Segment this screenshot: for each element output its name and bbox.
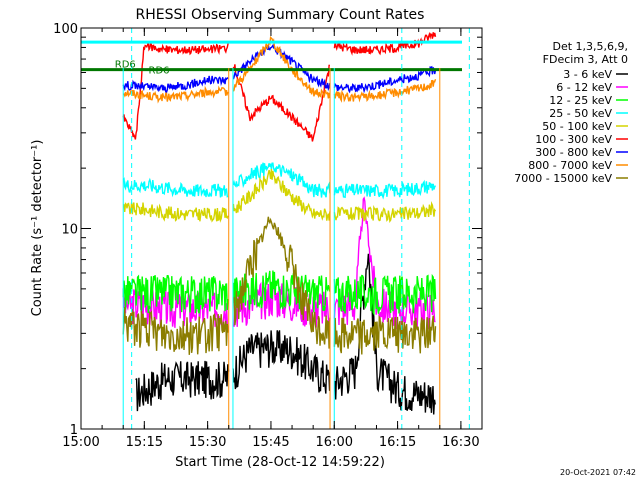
legend-label-8: 7000 - 15000 keV (514, 172, 612, 185)
legend-label-4: 50 - 100 keV (542, 120, 612, 133)
legend-label-0: 3 - 6 keV (563, 68, 612, 81)
chart-title: RHESSI Observing Summary Count Rates (136, 7, 425, 23)
x-tick-label-1: 15:15 (126, 435, 163, 450)
y-tick-label-0: 1 (70, 423, 78, 438)
series-line-8 (122, 216, 437, 355)
legend-label-2: 12 - 25 keV (549, 94, 612, 107)
x-tick-label-0: 15:00 (62, 435, 99, 450)
y-tick-label-2: 100 (53, 22, 78, 37)
legend-header-1: FDecim 3, Att 0 (543, 53, 628, 66)
x-tick-label-3: 15:45 (252, 435, 289, 450)
y-axis-label: Count Rate (s⁻¹ detector⁻¹) (30, 140, 45, 317)
series-line-4 (123, 169, 437, 223)
legend-header-0: Det 1,3,5,6,9, (552, 40, 628, 53)
series-line-2 (122, 270, 437, 317)
axes: 15:00 15:15 15:30 15:45 16:00 16:15 16:30 1 10 10… (53, 22, 483, 450)
x-tick-label-4: 16:00 (316, 435, 353, 450)
legend-label-3: 25 - 50 keV (549, 107, 612, 120)
x-tick-label-2: 15:30 (189, 435, 226, 450)
series-line-1 (122, 196, 436, 330)
x-tick-label-6: 16:30 (442, 435, 479, 450)
annotation-1: RD6 (149, 65, 170, 76)
series-line-0 (135, 253, 436, 415)
legend-label-7: 800 - 7000 keV (528, 159, 612, 172)
timestamp: 20-Oct-2021 07:42 (560, 468, 636, 477)
series-line-3 (122, 162, 437, 200)
legend-label-5: 100 - 300 keV (535, 133, 612, 146)
x-axis-label: Start Time (28-Oct-12 14:59:22) (175, 455, 385, 470)
plot-overlays: RD6 RD6 (81, 28, 470, 429)
legend: Det 1,3,5,6,9,FDecim 3, Att 0 3 - 6 keV6 … (514, 40, 628, 185)
plot-series (122, 31, 437, 415)
annotation-0: RD6 (115, 60, 136, 71)
y-tick-label-1: 10 (61, 223, 78, 238)
legend-label-1: 6 - 12 keV (556, 81, 612, 94)
legend-label-6: 300 - 800 keV (535, 146, 612, 159)
x-tick-label-5: 16:15 (379, 435, 416, 450)
